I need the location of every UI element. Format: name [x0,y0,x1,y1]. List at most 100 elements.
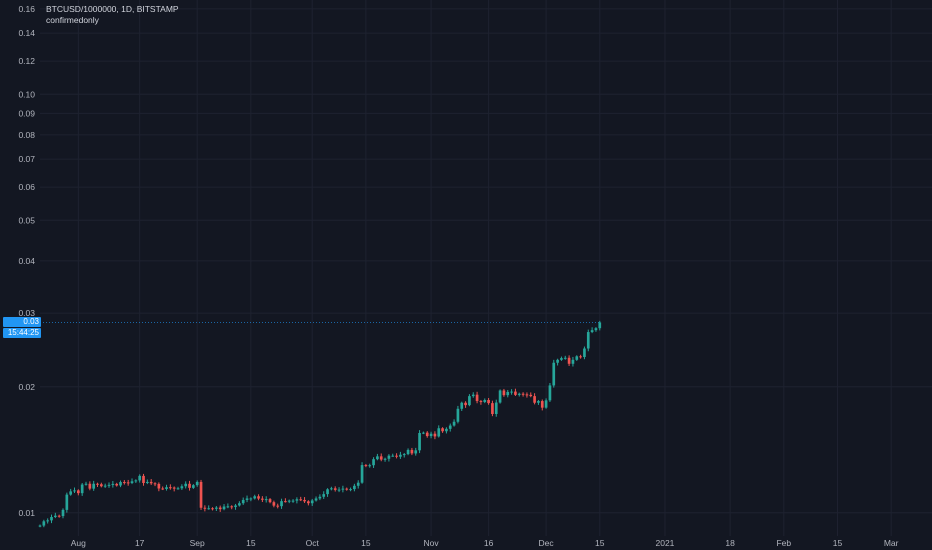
candle-body [203,507,207,509]
x-tick-label: 15 [246,538,256,548]
candle-body [249,498,253,500]
candle-body [402,454,406,456]
candle-body [333,488,337,490]
grid [40,0,932,536]
y-tick-label: 0.10 [18,89,35,99]
y-tick-label: 0.05 [18,215,35,225]
candle-body [73,490,76,492]
candle-body [552,362,556,386]
candle-body [494,402,498,414]
candle-body [50,516,53,521]
candle-body [157,483,161,489]
candle-body [429,433,433,437]
candle-body [548,385,552,401]
candle-body [291,500,295,502]
candle-body [468,396,471,406]
candle-body [88,483,92,489]
candle-body [326,489,329,495]
candle-body [349,489,352,491]
candle-body [142,475,145,483]
x-tick-label: Feb [776,538,791,548]
candle-body [502,390,506,396]
candle-body [376,456,379,460]
y-tick-label: 0.16 [18,4,35,14]
candle-body [560,358,563,360]
candle-body [257,496,260,499]
candle-body [571,359,575,364]
candle-body [410,449,414,454]
candle-body [61,509,65,517]
candle-body [80,484,84,494]
y-tick-label: 0.14 [18,28,35,38]
candle-body [448,425,452,429]
candle-body [280,501,283,507]
candle-body [471,394,475,397]
candle-body [172,487,176,489]
candle-body [53,515,57,517]
candle-body [119,482,122,486]
candle-body [287,500,291,502]
candle-body [303,499,306,502]
candle-body [245,498,249,500]
candle-body [537,401,540,403]
y-tick-label: 0.04 [18,256,35,266]
candle-body [276,505,280,507]
candle-body [272,502,276,506]
candle-body [383,458,387,460]
x-tick-label: Mar [884,538,899,548]
candle-body [425,432,429,437]
candle-body [199,481,203,508]
candle-body [310,500,314,504]
x-tick-label: Oct [306,538,320,548]
candle-body [579,356,582,358]
symbol-title[interactable]: BTCUSD/1000000, 1D, BITSTAMP [46,4,179,14]
y-tick-label: 0.07 [18,154,35,164]
candle-body [337,489,341,491]
candle-body [544,400,548,408]
candle-body [184,483,188,487]
x-tick-label: Dec [539,538,555,548]
candle-body [460,402,464,409]
candle-body [161,488,165,490]
candle-body [433,433,437,437]
y-tick-label: 0.08 [18,130,35,140]
candle-body [46,520,50,522]
candle-body [506,391,510,396]
candle-body [169,487,172,489]
candle-body [195,481,199,486]
y-tick-label: 0.02 [18,382,35,392]
candle-body [42,521,46,526]
candle-body [84,483,88,485]
x-tick-label: 15 [833,538,843,548]
y-tick-label: 0.01 [18,508,35,518]
candle-body [241,499,245,504]
candle-body [567,357,571,364]
candle-body [395,455,398,457]
candle-body [360,465,364,483]
candle-body [226,506,230,508]
x-tick-label: 18 [725,538,735,548]
chart-legend: BTCUSD/1000000, 1D, BITSTAMP confirmedon… [46,4,179,26]
candle-body [364,465,368,467]
indicator-label[interactable]: confirmedonly [46,15,99,25]
candle-body [345,488,349,490]
candle-body [330,488,333,490]
candle-body [268,499,272,503]
price-axis[interactable]: 0.01 0.02 0.03 0.04 0.05 0.06 0.07 0.08 0.09 0.10… [18,4,35,518]
candle-body [498,390,502,403]
candle-body [146,481,149,483]
time-axis[interactable]: Aug 17 Sep 15 Oct 15 Nov 16 Dec 15 2021 18 Feb 15 Mar [71,538,899,548]
candle-body [491,403,494,414]
candle-body [387,455,391,459]
candle-body [92,483,96,489]
candle-body [218,507,222,510]
candle-body [253,496,257,499]
candle-body [299,499,303,501]
candle-body [192,485,195,488]
candle-body [517,393,521,395]
candle-body [510,391,513,393]
candle-body [583,348,586,358]
candle-body [414,450,418,454]
x-tick-label: 16 [484,538,494,548]
